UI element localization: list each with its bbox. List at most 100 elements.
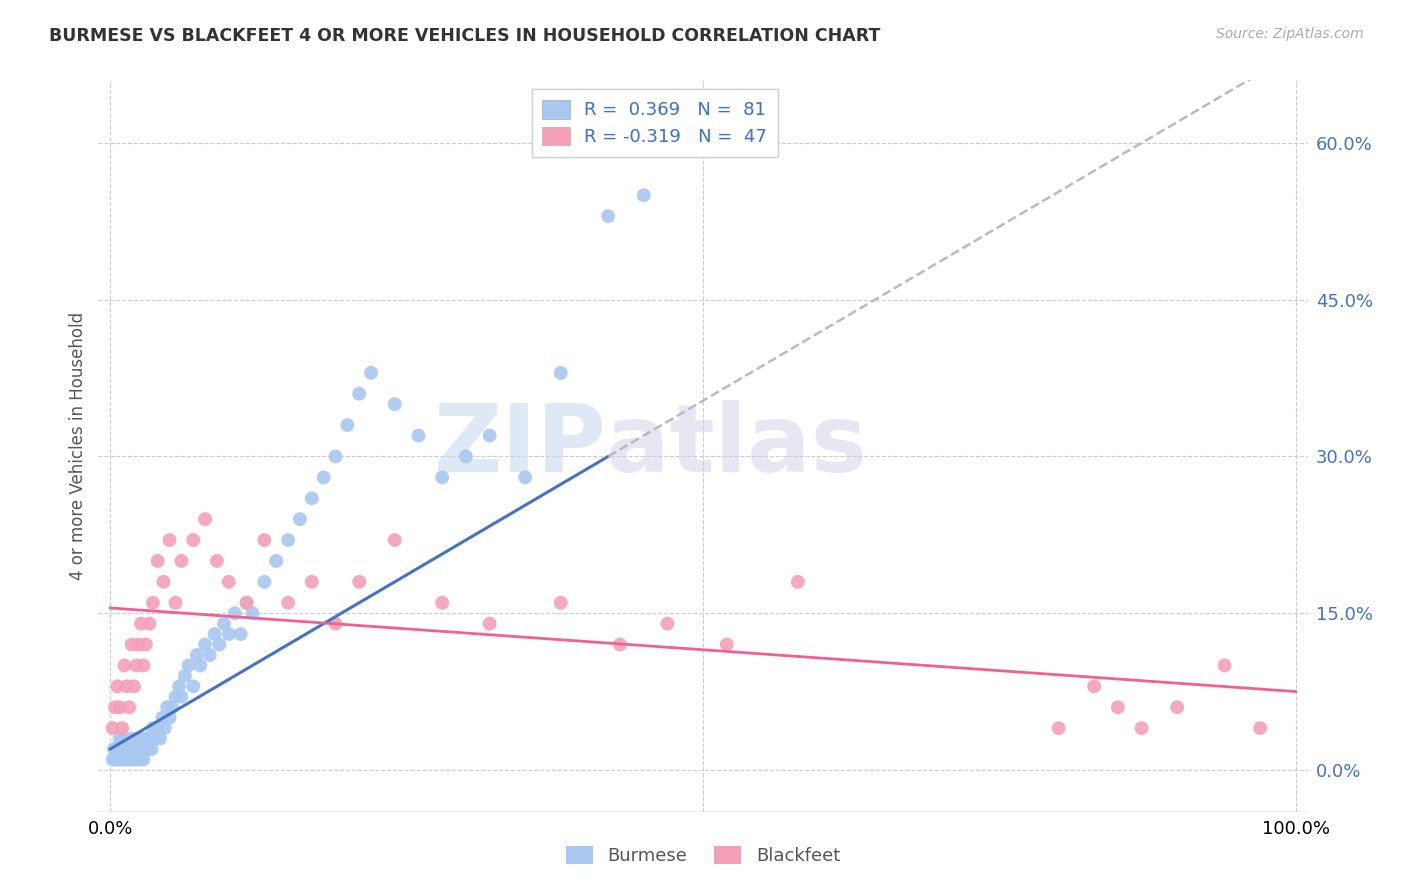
Point (170, 554, 193, 568)
Point (1047, 721, 1070, 735)
Point (478, 616, 501, 631)
Point (112, 742, 135, 756)
Point (716, 638, 738, 652)
Point (114, 658, 136, 673)
Point (550, 366, 572, 380)
Point (336, 418, 359, 433)
Point (1213, 658, 1236, 673)
Point (218, 574, 240, 589)
Point (208, 638, 231, 652)
Point (301, 491, 323, 506)
Point (212, 616, 235, 631)
Point (146, 554, 169, 568)
Point (454, 450, 477, 464)
Point (194, 512, 217, 526)
Point (325, 450, 347, 464)
Point (143, 731, 166, 746)
Point (108, 700, 131, 714)
Point (384, 397, 406, 411)
Point (122, 679, 145, 693)
Legend: R =  0.369   N =  81, R = -0.319   N =  47: R = 0.369 N = 81, R = -0.319 N = 47 (531, 89, 778, 157)
Point (235, 596, 257, 610)
Point (253, 574, 276, 589)
Point (159, 711, 181, 725)
Point (115, 752, 138, 766)
Point (132, 752, 155, 766)
Point (125, 658, 148, 673)
Point (142, 721, 165, 735)
Point (1107, 700, 1129, 714)
Point (253, 533, 276, 547)
Point (198, 648, 221, 662)
Point (104, 752, 127, 766)
Text: ZIP: ZIP (433, 400, 606, 492)
Point (117, 742, 139, 756)
Text: Source: ZipAtlas.com: Source: ZipAtlas.com (1216, 27, 1364, 41)
Point (277, 596, 299, 610)
Point (135, 742, 157, 756)
Point (141, 742, 163, 756)
Point (114, 752, 136, 766)
Point (101, 721, 124, 735)
Point (170, 690, 193, 704)
Point (1130, 721, 1153, 735)
Point (111, 721, 134, 735)
Point (204, 627, 226, 641)
Point (235, 596, 257, 610)
Point (1083, 679, 1105, 693)
Point (129, 616, 152, 631)
Point (1249, 721, 1271, 735)
Point (165, 690, 187, 704)
Point (108, 731, 131, 746)
Point (105, 752, 128, 766)
Point (160, 700, 183, 714)
Point (118, 752, 141, 766)
Point (598, 209, 620, 223)
Point (135, 638, 157, 652)
Point (177, 658, 200, 673)
Point (174, 669, 197, 683)
Point (105, 679, 128, 693)
Point (124, 742, 146, 756)
Point (114, 742, 136, 756)
Text: atlas: atlas (606, 400, 868, 492)
Point (138, 731, 160, 746)
Legend: Burmese, Blackfeet: Burmese, Blackfeet (558, 838, 848, 872)
Point (121, 638, 143, 652)
Point (633, 188, 655, 202)
Point (131, 731, 153, 746)
Point (609, 638, 631, 652)
Point (142, 596, 165, 610)
Point (132, 658, 155, 673)
Point (136, 731, 159, 746)
Point (129, 752, 152, 766)
Point (115, 679, 138, 693)
Point (432, 470, 454, 484)
Point (277, 533, 299, 547)
Point (128, 638, 150, 652)
Point (108, 752, 131, 766)
Point (432, 596, 454, 610)
Text: BURMESE VS BLACKFEET 4 OR MORE VEHICLES IN HOUSEHOLD CORRELATION CHART: BURMESE VS BLACKFEET 4 OR MORE VEHICLES … (49, 27, 880, 45)
Point (478, 428, 501, 442)
Point (550, 596, 572, 610)
Point (347, 386, 370, 401)
Point (264, 554, 287, 568)
Point (224, 606, 246, 620)
Point (122, 752, 145, 766)
Point (118, 700, 141, 714)
Point (229, 627, 252, 641)
Point (128, 731, 150, 746)
Point (136, 742, 159, 756)
Point (181, 679, 204, 693)
Point (347, 574, 370, 589)
Point (288, 512, 311, 526)
Point (120, 742, 142, 756)
Point (657, 616, 679, 631)
Point (129, 742, 152, 756)
Point (110, 742, 132, 756)
Y-axis label: 4 or more Vehicles in Household: 4 or more Vehicles in Household (69, 312, 87, 580)
Point (121, 731, 143, 746)
Point (152, 711, 174, 725)
Point (194, 638, 217, 652)
